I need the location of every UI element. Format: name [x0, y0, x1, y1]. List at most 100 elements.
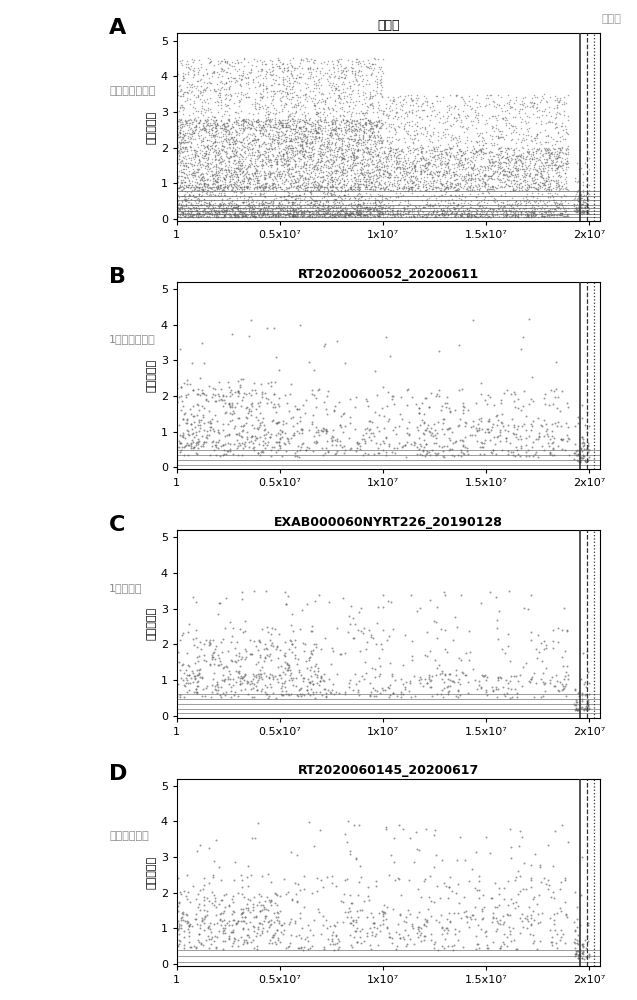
Point: [200, 148, 210, 164]
Point: [227, 935, 238, 951]
Point: [466, 209, 476, 225]
Point: [515, 148, 526, 164]
Point: [415, 166, 425, 182]
Point: [405, 164, 415, 180]
Point: [243, 111, 253, 127]
Point: [347, 160, 357, 176]
Point: [558, 926, 568, 942]
Point: [222, 179, 232, 195]
Point: [376, 130, 386, 146]
Point: [457, 161, 467, 177]
Point: [303, 207, 313, 223]
Point: [323, 122, 333, 138]
Point: [268, 195, 278, 211]
Point: [569, 418, 580, 434]
Point: [330, 191, 340, 207]
Point: [274, 116, 284, 132]
Point: [172, 113, 182, 129]
Point: [518, 140, 528, 156]
Point: [208, 171, 218, 187]
Point: [362, 164, 373, 180]
Point: [580, 932, 590, 948]
Point: [220, 119, 230, 135]
Point: [220, 208, 230, 224]
Point: [362, 206, 372, 222]
Point: [359, 132, 369, 148]
Point: [304, 112, 314, 128]
Point: [306, 194, 316, 210]
Point: [324, 201, 334, 217]
Point: [573, 182, 583, 198]
Point: [464, 652, 474, 668]
Point: [492, 87, 503, 103]
Point: [346, 208, 356, 224]
Point: [364, 413, 374, 429]
Point: [210, 407, 220, 423]
Point: [578, 447, 589, 463]
Point: [440, 622, 450, 638]
Point: [429, 894, 439, 910]
Point: [454, 161, 464, 177]
Point: [277, 117, 287, 133]
Point: [328, 207, 338, 223]
Point: [214, 143, 224, 159]
Point: [199, 122, 209, 138]
Point: [317, 129, 327, 145]
Point: [296, 52, 306, 68]
Point: [337, 146, 347, 162]
Point: [243, 172, 254, 188]
Point: [526, 205, 536, 221]
Point: [530, 446, 540, 462]
Point: [418, 126, 428, 142]
Point: [259, 147, 269, 163]
Point: [576, 199, 586, 215]
Point: [455, 676, 465, 692]
Point: [172, 376, 182, 392]
Point: [536, 147, 547, 163]
Point: [576, 196, 587, 212]
Point: [554, 196, 564, 212]
Point: [211, 115, 222, 131]
Point: [213, 69, 223, 85]
Point: [386, 594, 396, 610]
Point: [233, 209, 243, 225]
Point: [517, 156, 527, 172]
Point: [452, 197, 462, 213]
Point: [344, 191, 354, 207]
Point: [437, 146, 447, 162]
Point: [513, 148, 523, 164]
Point: [523, 207, 533, 223]
Point: [276, 924, 287, 940]
Point: [291, 192, 301, 208]
Point: [178, 65, 188, 81]
Point: [337, 150, 347, 166]
Point: [347, 145, 357, 161]
Point: [559, 176, 569, 192]
Point: [351, 202, 361, 218]
Point: [582, 695, 592, 711]
Point: [305, 675, 315, 691]
Point: [338, 107, 348, 123]
Point: [276, 153, 287, 169]
Point: [257, 197, 268, 213]
Point: [187, 76, 197, 92]
Point: [327, 82, 337, 98]
Point: [562, 153, 572, 169]
Point: [397, 98, 408, 114]
Point: [389, 396, 399, 412]
Point: [251, 908, 261, 924]
Point: [440, 126, 450, 142]
Point: [455, 150, 466, 166]
Point: [510, 209, 520, 225]
Point: [252, 204, 262, 220]
Point: [292, 60, 303, 76]
Point: [250, 122, 261, 138]
Point: [184, 934, 194, 950]
Point: [306, 194, 316, 210]
Point: [362, 446, 373, 462]
Point: [513, 166, 523, 182]
Point: [368, 62, 378, 78]
Point: [550, 389, 560, 405]
Point: [210, 203, 220, 219]
Point: [220, 183, 231, 199]
